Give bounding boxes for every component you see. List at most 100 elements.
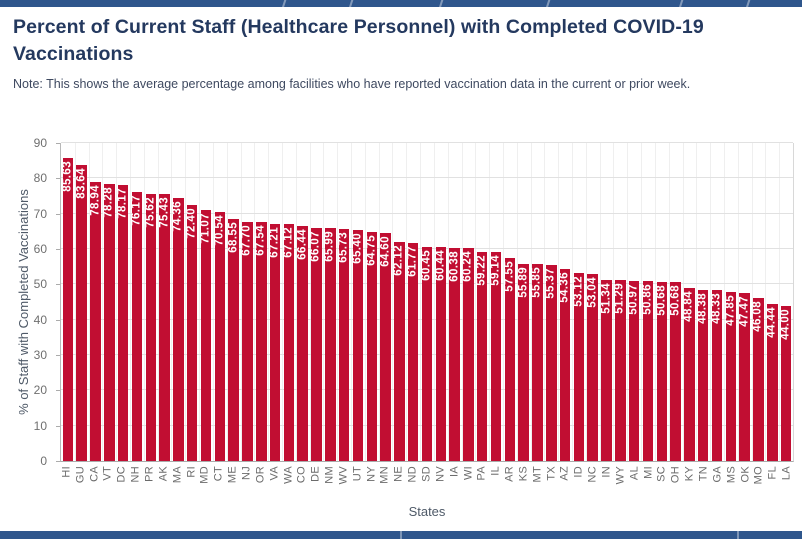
x-tick-label: WI: [462, 466, 475, 481]
v-gridline: [433, 143, 435, 461]
x-tick-label: SC: [655, 466, 668, 482]
y-tick-mark: [56, 213, 60, 215]
bar-OH: 50.68: [668, 281, 681, 461]
bottom-ui-strip[interactable]: [0, 531, 802, 539]
v-gridline: [779, 143, 781, 461]
bar-CA: 78.94: [88, 182, 101, 461]
v-gridline: [668, 143, 670, 461]
y-tick-mark: [56, 143, 60, 144]
v-gridline: [682, 143, 684, 461]
v-gridline: [88, 143, 90, 461]
v-gridline: [254, 143, 256, 461]
bar-value-label: 78.94: [88, 185, 101, 216]
bar-value-label: 59.22: [475, 254, 488, 286]
v-gridline: [475, 143, 477, 461]
bar-value-label: 68.55: [226, 221, 239, 253]
v-gridline: [723, 143, 725, 461]
x-tick-label: AR: [503, 466, 516, 482]
bar-VT: 78.28: [103, 184, 115, 461]
v-gridline: [323, 143, 325, 461]
v-gridline: [765, 143, 767, 461]
bar-value-label: 67.21: [268, 226, 281, 258]
bar-value-label: 54.36: [558, 271, 571, 303]
x-tick-label: MS: [725, 466, 738, 484]
bar-value-label: 62.12: [392, 244, 405, 276]
v-gridline: [447, 143, 449, 461]
y-tick-mark: [56, 319, 60, 321]
bar-value-label: 46.08: [751, 301, 764, 332]
bar-value-label: 47.47: [737, 296, 750, 328]
y-tick-label: 80: [33, 171, 47, 186]
bar-value-label: 50.68: [655, 284, 668, 316]
bar-value-label: 60.45: [420, 250, 433, 282]
bar-PA: 59.22: [475, 251, 488, 461]
x-tick-label: NJ: [240, 466, 253, 481]
x-tick-label: MO: [752, 466, 765, 485]
bar-NC: 53.04: [586, 273, 598, 461]
bar-RI: 72.40: [185, 205, 198, 461]
v-gridline: [268, 143, 270, 461]
bar-value-label: 61.77: [406, 245, 419, 277]
x-tick-label: WV: [337, 466, 350, 485]
bar-HI: 85.63: [61, 158, 74, 461]
x-tick-label: GA: [711, 466, 724, 483]
bar-value-label: 75.43: [157, 197, 170, 229]
v-gridline: [364, 143, 366, 461]
x-tick-label: DE: [309, 466, 322, 482]
bar-AZ: 54.36: [558, 268, 571, 461]
x-axis-title: States: [408, 504, 446, 519]
x-tick-label: VT: [101, 466, 114, 481]
v-gridline: [171, 143, 173, 461]
x-tick-label: TN: [697, 466, 710, 482]
bar-value-label: 67.12: [282, 226, 295, 258]
bar-NH: 76.17: [130, 191, 143, 461]
bar-value-label: 67.70: [240, 224, 253, 256]
v-gridline: [613, 143, 615, 461]
v-gridline: [572, 143, 574, 461]
v-gridline: [710, 143, 712, 461]
bar-OR: 67.54: [255, 222, 267, 461]
bar-ME: 68.55: [226, 218, 239, 461]
bar-NV: 60.44: [434, 247, 447, 461]
v-gridline: [751, 143, 753, 461]
tab-divider: [281, 0, 287, 10]
bar-value-label: 60.44: [434, 250, 447, 282]
x-tick-label: AZ: [558, 466, 571, 481]
v-gridline: [737, 143, 739, 461]
v-gridline: [309, 143, 311, 461]
bar-FL: 44.44: [766, 303, 778, 461]
top-navigation-strip[interactable]: [0, 0, 802, 10]
bar-value-label: 44.00: [779, 308, 792, 340]
bar-value-label: 78.17: [116, 187, 129, 219]
bar-value-label: 70.54: [213, 214, 226, 246]
bar-TN: 48.38: [696, 290, 709, 461]
bar-value-label: 50.68: [668, 284, 681, 316]
bar-value-label: 50.86: [641, 284, 654, 316]
bar-IN: 51.34: [600, 279, 612, 461]
bar-DC: 78.17: [116, 184, 129, 461]
bar-value-label: 83.64: [74, 168, 87, 200]
v-gridline: [420, 143, 422, 461]
v-gridline: [351, 143, 353, 461]
y-tick-mark: [56, 461, 60, 462]
bar-value-label: 85.63: [61, 161, 74, 193]
v-gridline: [143, 143, 145, 461]
v-gridline: [226, 143, 228, 461]
bar-LA: 44.00: [779, 305, 792, 461]
v-gridline: [102, 143, 104, 461]
v-gridline: [641, 143, 643, 461]
bar-TX: 55.37: [545, 265, 557, 461]
bar-value-label: 66.07: [309, 230, 322, 262]
bar-value-label: 48.33: [710, 293, 723, 325]
bar-CT: 70.54: [213, 211, 226, 461]
v-gridline: [516, 143, 518, 461]
v-gridline: [585, 143, 587, 461]
tab-divider: [678, 0, 684, 10]
bar-value-label: 64.75: [364, 235, 377, 266]
y-tick-mark: [56, 355, 60, 356]
x-tick-label: NH: [129, 466, 142, 483]
bar-IA: 60.38: [448, 247, 460, 461]
v-gridline: [461, 143, 463, 461]
x-tick-label: CO: [295, 466, 308, 484]
x-tick-label: IL: [489, 466, 502, 476]
